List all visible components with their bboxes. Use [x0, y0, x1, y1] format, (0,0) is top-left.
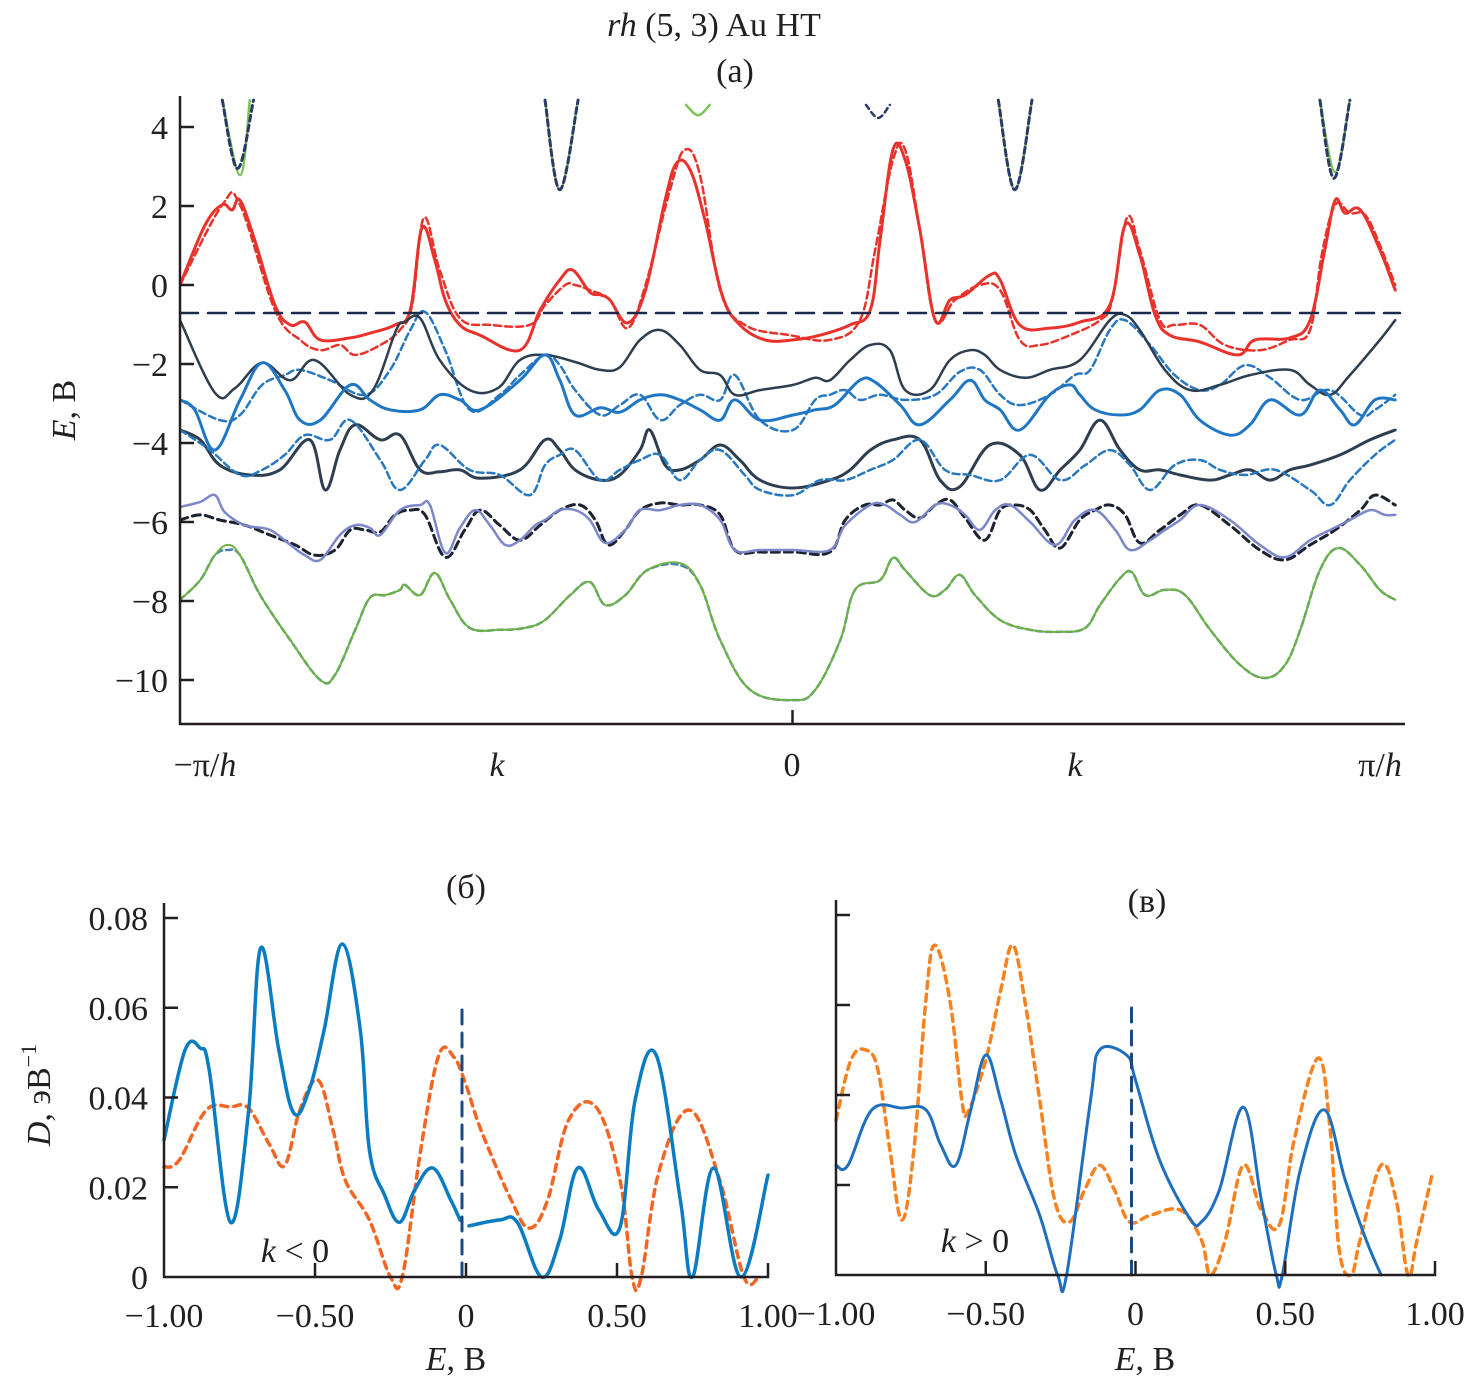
- series-band-2-solid-dark: [180, 312, 1397, 401]
- panel-a-axis-lines: [178, 96, 1405, 726]
- panel-b-xtick-label: −0.50: [276, 1298, 355, 1335]
- series-dos-k-neg-solid-before-fermi: [162, 942, 462, 1225]
- panel-a-curves: [180, 98, 1397, 702]
- figure-title-rest: (5, 3) Au HT: [637, 7, 821, 44]
- panel-a-ytick-label: −10: [115, 663, 168, 700]
- series-conduction-3-solid: [684, 103, 712, 117]
- panel-c-xlabel: E, B: [1114, 1341, 1175, 1378]
- panel-a-ylabel-symbol: E: [46, 419, 83, 441]
- panel-c-curves: [834, 943, 1434, 1294]
- panel-a-ytick-label: −8: [132, 584, 168, 621]
- panel-a-ytick-label: 4: [151, 110, 168, 147]
- series-band-6-dashed: [180, 546, 1397, 702]
- panel-b-ytick-label: 0.08: [89, 901, 149, 938]
- panel-b-curves: [162, 942, 770, 1293]
- panel-a-xtick-label: k: [489, 747, 505, 784]
- panel-a-axes: 4 2 0 −2 −4 −6 −8 −10 −π/h k 0 k π/h: [115, 96, 1405, 784]
- panel-b-annotation-rest: < 0: [276, 1233, 329, 1270]
- panel-b-xtick-label: 0.50: [587, 1298, 647, 1335]
- panel-b-ylabel: D, эВ−1: [16, 1044, 58, 1147]
- series-band-6-solid-green: [180, 543, 1397, 702]
- panel-b-label: (б): [446, 869, 486, 906]
- panel-a-ytick-label: −6: [132, 505, 168, 542]
- panel-b-annotation: k < 0: [261, 1233, 329, 1270]
- panel-c-dos-k-positive: −1.00 −0.50 0 0.50 1.00 k > 0 E, B: [797, 900, 1465, 1378]
- panel-b-xlabel: E, B: [425, 1341, 486, 1378]
- panel-c-xtick-label: 0: [1127, 1296, 1144, 1333]
- series-dos-k-pos-solid: [834, 1045, 1383, 1294]
- panel-a-xtick-label: −π/h: [174, 747, 237, 784]
- panel-a-xtick-label: k: [1067, 747, 1083, 784]
- figure-title: rh (5, 3) Au HT: [607, 7, 821, 44]
- series-band-red-dashed: [180, 141, 1397, 357]
- panel-a-ytick-label: 2: [151, 189, 168, 226]
- series-conduction-4-dashed: [864, 103, 892, 120]
- panel-c-annotation-rest: > 0: [956, 1223, 1009, 1260]
- series-dos-k-neg-dashed: [162, 1045, 761, 1293]
- panel-c-xlabel-unit: , B: [1136, 1341, 1176, 1378]
- panel-c-xtick-label: 0.50: [1256, 1296, 1316, 1333]
- panel-c-axis-lines: [834, 900, 1437, 1277]
- panel-a-xtick-label: π/h: [1358, 747, 1402, 784]
- series-band-4-dashed: [180, 418, 1397, 507]
- panel-b-ytick-label: 0.06: [89, 991, 149, 1028]
- panel-b-ylabel-unit: , эВ: [21, 1067, 58, 1121]
- panel-b-ytick-label: 0: [131, 1260, 148, 1297]
- panel-b-dos-k-negative: 0 0.02 0.04 0.06 0.08 −1.00 −0.50 0 0.50 1.00 k <…: [16, 901, 798, 1378]
- panel-b-xlabel-symbol: E: [425, 1341, 447, 1378]
- panel-a-ytick-label: −2: [132, 347, 168, 384]
- panel-b-xtick-label: 1.00: [738, 1298, 798, 1335]
- series-dos-k-pos-dashed: [834, 943, 1434, 1279]
- series-band-2-dashed: [180, 309, 1397, 433]
- panel-c-axes: −1.00 −0.50 0 0.50 1.00: [797, 900, 1465, 1333]
- figure-title-prefix: rh: [607, 7, 637, 44]
- panel-c-xlabel-symbol: E: [1114, 1341, 1136, 1378]
- panel-a-band-structure: 4 2 0 −2 −4 −6 −8 −10 −π/h k 0 k π/h E, B: [46, 96, 1405, 784]
- series-dos-k-neg-solid-after-fermi: [467, 1048, 770, 1280]
- panel-a-ylabel: E, B: [46, 380, 83, 441]
- panel-a-label: (a): [716, 53, 754, 90]
- panel-c-annotation-k: k: [941, 1223, 957, 1260]
- panel-b-ytick-label: 0.04: [89, 1081, 149, 1118]
- panel-c-xtick-label: −0.50: [946, 1296, 1025, 1333]
- series-band-4-solid-dark: [180, 418, 1397, 492]
- series-band-red-solid: [180, 141, 1397, 357]
- panel-b-ylabel-symbol: D: [21, 1121, 58, 1147]
- series-band-3-solid: [180, 353, 1397, 452]
- panel-c-xtick-label: 1.00: [1405, 1296, 1465, 1333]
- series-conduction-5-dashed: [996, 98, 1034, 192]
- panel-b-xlabel-unit: , B: [447, 1341, 487, 1378]
- panel-a-xtick-label: 0: [784, 747, 801, 784]
- panel-b-axes: 0 0.02 0.04 0.06 0.08 −1.00 −0.50 0 0.50 1.00: [89, 901, 798, 1335]
- series-conduction-2-dashed: [543, 98, 580, 192]
- panel-c-label: (в): [1128, 883, 1167, 920]
- panel-a-ytick-label: 0: [151, 268, 168, 305]
- panel-c-annotation: k > 0: [941, 1223, 1009, 1260]
- panel-a-ytick-label: −4: [132, 426, 168, 463]
- panel-b-ytick-label: 0.02: [89, 1170, 149, 1207]
- series-band-5-solid-lavender: [180, 493, 1397, 563]
- panel-c-xtick-label: −1.00: [797, 1296, 876, 1333]
- panel-b-annotation-k: k: [261, 1233, 277, 1270]
- series-conduction-1-dashed: [220, 98, 255, 170]
- panel-b-xtick-label: 0: [458, 1298, 475, 1335]
- series-conduction-6-dashed: [1318, 98, 1352, 180]
- panel-a-ylabel-unit: , B: [46, 380, 83, 420]
- panel-b-ylabel-exponent: −1: [16, 1044, 41, 1067]
- panel-b-xtick-label: −1.00: [125, 1298, 204, 1335]
